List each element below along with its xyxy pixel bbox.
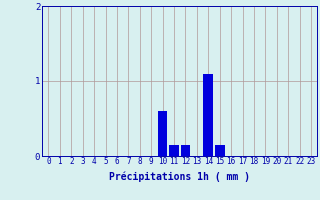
Bar <box>158 111 167 156</box>
Bar <box>169 145 179 156</box>
Bar <box>204 73 213 156</box>
Bar <box>180 145 190 156</box>
Bar <box>215 145 225 156</box>
X-axis label: Précipitations 1h ( mm ): Précipitations 1h ( mm ) <box>109 172 250 182</box>
